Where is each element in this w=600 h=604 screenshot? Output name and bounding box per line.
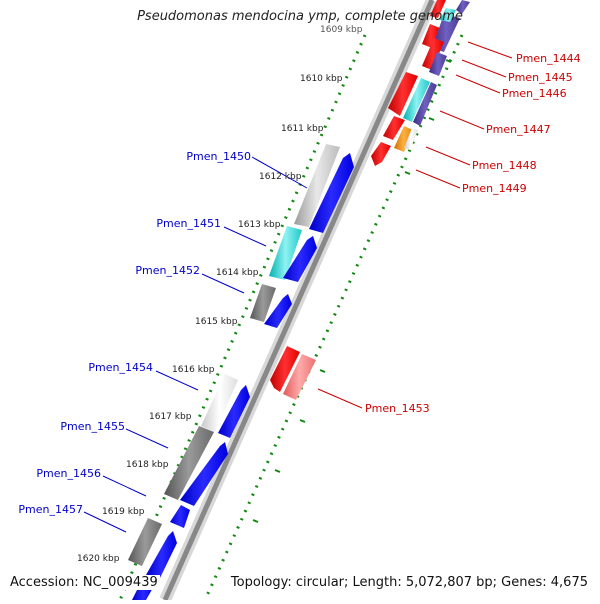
gene-label-pmen-1445[interactable]: Pmen_1445 [508,71,573,84]
scale-tick-label: 1610 kbp [300,74,343,84]
gene-feature-pmen-1451[interactable] [269,226,317,282]
gene-label-pmen-1448[interactable]: Pmen_1448 [472,159,537,172]
gene-feature-pmen-1452[interactable] [250,284,292,328]
gene-feature-pmen-1456[interactable] [170,505,190,528]
scale-tick-label: 1609 kbp [320,25,363,35]
right-callouts [317,41,513,409]
gene-label-pmen-1449[interactable]: Pmen_1449 [462,182,527,195]
scale-tick-label: 1613 kbp [238,220,281,230]
gene-label-pmen-1454[interactable]: Pmen_1454 [88,361,153,374]
accession-label: Accession: NC_009439 [8,575,160,590]
right-tick-marks [252,59,452,523]
gene-label-pmen-1453[interactable]: Pmen_1453 [365,402,430,415]
gene-feature-pmen-1447[interactable] [383,78,437,140]
gene-label-pmen-1457[interactable]: Pmen_1457 [18,503,83,516]
scale-tick-label: 1615 kbp [195,317,238,327]
gene-label-pmen-1452[interactable]: Pmen_1452 [135,264,200,277]
gene-feature-pmen-1444[interactable] [422,38,444,70]
scale-tick-labels: 1609 kbp 1610 kbp 1611 kbp 1612 kbp 1613… [77,25,363,564]
scale-tick-label: 1616 kbp [172,365,215,375]
gene-feature-pmen-1446[interactable] [388,72,418,116]
gene-feature-pmen-1457[interactable] [128,518,177,580]
gene-feature-pmen-1448[interactable] [394,126,418,152]
gene-label-pmen-1451[interactable]: Pmen_1451 [156,217,221,230]
scale-tick-label: 1611 kbp [281,124,324,134]
gene-label-pmen-1455[interactable]: Pmen_1455 [60,420,125,433]
scale-tick-label: 1617 kbp [149,412,192,422]
left-tick-dots [118,34,367,601]
scale-tick-label: 1620 kbp [77,554,120,564]
scale-tick-label: 1614 kbp [216,268,259,278]
gene-feature-pmen-1454[interactable] [201,374,250,438]
gene-label-pmen-1450[interactable]: Pmen_1450 [186,150,251,163]
scale-tick-label: 1618 kbp [126,460,169,470]
gene-feature-pmen-1453[interactable] [270,346,316,400]
topology-label: Topology: circular; Length: 5,072,807 bp… [228,575,590,590]
genome-backbone [159,0,438,603]
map-title: Pseudomonas mendocina ymp, complete geno… [137,9,463,24]
scale-tick-label: 1612 kbp [259,172,302,182]
gene-feature-pmen-1445[interactable] [429,52,447,76]
gene-label-pmen-1447[interactable]: Pmen_1447 [486,123,551,136]
gene-label-pmen-1444[interactable]: Pmen_1444 [516,52,581,65]
left-callouts [83,156,308,533]
gene-label-pmen-1446[interactable]: Pmen_1446 [502,87,567,100]
gene-feature-pmen-1449[interactable] [371,142,391,166]
left-gene-labels: Pmen_1450 Pmen_1451 Pmen_1452 Pmen_1454 … [18,150,251,516]
scale-tick-label: 1619 kbp [102,507,145,517]
right-gene-labels: Pmen_1444 Pmen_1445 Pmen_1446 Pmen_1447 … [365,52,581,415]
gene-feature-pmen-1455[interactable] [164,426,228,506]
gene-feature-pmen-1450[interactable] [294,144,354,233]
gene-label-pmen-1456[interactable]: Pmen_1456 [36,467,101,480]
